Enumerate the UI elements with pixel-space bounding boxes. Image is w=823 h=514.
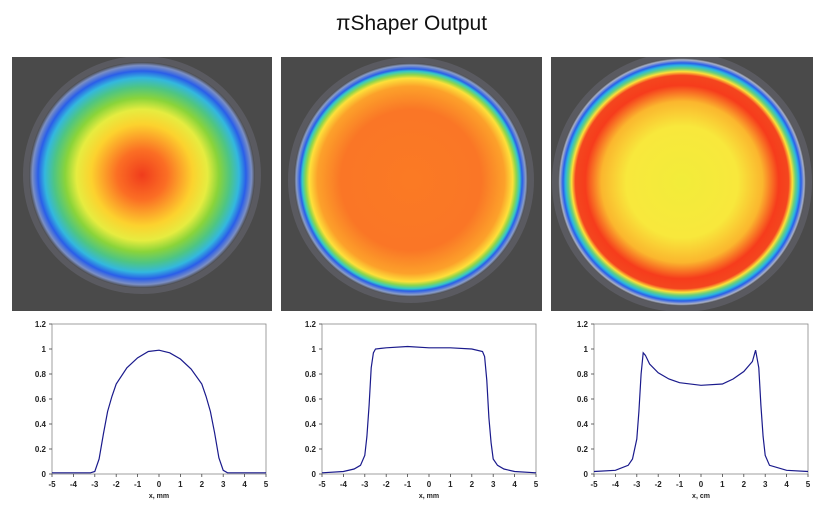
x-tick-label: 2 [742, 480, 747, 489]
x-tick-label: -2 [655, 480, 663, 489]
x-tick-label: 3 [763, 480, 768, 489]
ring-profile-plot: 0 0.2 0.4 0.6 0.8 1 1.2 -5 -4 -3 -2 -1 0 1 2 3 4 5 x, cm [556, 318, 818, 514]
gaussian-profile-plot: 0 0.2 0.4 0.6 0.8 1 1.2 -5 -4 -3 -2 -1 0 1 2 3 4 5 x, mm [14, 318, 276, 514]
x-tick-label: 0 [699, 480, 704, 489]
y-tick-label: 1 [312, 345, 317, 354]
x-tick-label: -1 [404, 480, 412, 489]
x-tick-label: -1 [676, 480, 684, 489]
ring-beam-spot [558, 58, 806, 306]
plot-frame [51, 323, 267, 475]
plot-frame [321, 323, 537, 475]
x-tick-label: -3 [91, 480, 99, 489]
page-title: πShaper Output [335, 12, 488, 35]
x-tick-label: -2 [383, 480, 391, 489]
plot-frame [593, 323, 809, 475]
y-tick-label: 0.4 [35, 420, 47, 429]
x-tick-label: 1 [448, 480, 453, 489]
x-tick-label: -1 [134, 480, 142, 489]
x-tick-label: -4 [70, 480, 78, 489]
x-tick-label: 4 [242, 480, 247, 489]
y-tick-label: 0.2 [35, 445, 47, 454]
y-tick-label: 0.6 [35, 395, 47, 404]
x-tick-label: 4 [784, 480, 789, 489]
y-tick-label: 1.2 [577, 320, 589, 329]
flat-top-profile-plot: 0 0.2 0.4 0.6 0.8 1 1.2 -5 -4 -3 -2 -1 0 1 2 3 4 5 x, mm [284, 318, 546, 514]
gaussian-beam-spot [29, 62, 255, 288]
x-tick-label: -5 [48, 480, 56, 489]
x-tick-label: 3 [491, 480, 496, 489]
flat-top-beam-image [281, 57, 542, 311]
x-axis-label: x, cm [692, 493, 710, 500]
x-tick-label: 2 [470, 480, 475, 489]
x-tick-label: 5 [534, 480, 539, 489]
x-tick-label: -5 [590, 480, 598, 489]
y-tick-label: 0 [312, 470, 317, 479]
x-tick-label: 0 [157, 480, 162, 489]
y-tick-label: 1.2 [35, 320, 47, 329]
x-tick-label: -5 [318, 480, 326, 489]
y-tick-label: 0.8 [305, 370, 317, 379]
x-tick-label: -3 [633, 480, 641, 489]
x-tick-label: 1 [720, 480, 725, 489]
x-tick-label: 3 [221, 480, 226, 489]
gaussian-beam-image [12, 57, 272, 311]
y-tick-label: 0.2 [577, 445, 589, 454]
y-tick-label: 1.2 [305, 320, 317, 329]
y-tick-label: 0.4 [305, 420, 317, 429]
y-tick-label: 0.6 [305, 395, 317, 404]
y-tick-label: 0.8 [577, 370, 589, 379]
x-tick-label: -3 [361, 480, 369, 489]
x-tick-label: 5 [264, 480, 269, 489]
intensity-profile-line [52, 349, 266, 474]
x-tick-label: -2 [113, 480, 121, 489]
flat-top-beam-spot [294, 63, 528, 297]
x-tick-label: -4 [612, 480, 620, 489]
y-tick-label: 0.2 [305, 445, 317, 454]
ring-beam-image [551, 57, 813, 311]
x-tick-label: 0 [427, 480, 432, 489]
x-tick-label: 2 [200, 480, 205, 489]
x-axis-label: x, mm [419, 493, 439, 500]
y-tick-label: 0.4 [577, 420, 589, 429]
x-tick-label: 4 [512, 480, 517, 489]
y-tick-label: 0 [42, 470, 47, 479]
y-tick-label: 1 [584, 345, 589, 354]
intensity-profile-line [593, 350, 809, 473]
x-axis-label: x, mm [149, 493, 169, 500]
intensity-profile-line [321, 345, 537, 474]
x-tick-label: 5 [806, 480, 811, 489]
x-tick-label: 1 [178, 480, 183, 489]
y-tick-label: 0.6 [577, 395, 589, 404]
y-tick-label: 0 [584, 470, 589, 479]
y-tick-label: 0.8 [35, 370, 47, 379]
x-tick-label: -4 [340, 480, 348, 489]
y-tick-label: 1 [42, 345, 47, 354]
